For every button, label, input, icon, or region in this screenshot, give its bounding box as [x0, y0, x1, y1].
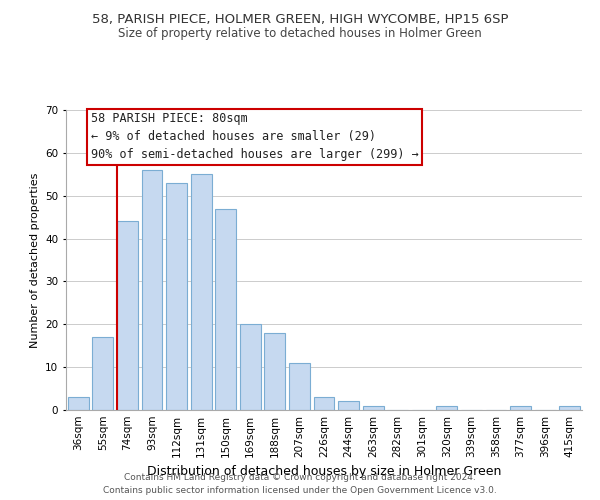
- Bar: [191, 174, 212, 410]
- Bar: [215, 208, 236, 410]
- Y-axis label: Number of detached properties: Number of detached properties: [29, 172, 40, 348]
- Text: Size of property relative to detached houses in Holmer Green: Size of property relative to detached ho…: [118, 28, 482, 40]
- Text: 58, PARISH PIECE, HOLMER GREEN, HIGH WYCOMBE, HP15 6SP: 58, PARISH PIECE, HOLMER GREEN, HIGH WYC…: [92, 12, 508, 26]
- Text: Contains public sector information licensed under the Open Government Licence v3: Contains public sector information licen…: [103, 486, 497, 495]
- Bar: [166, 183, 187, 410]
- Bar: [289, 363, 310, 410]
- Bar: [314, 397, 334, 410]
- Text: 58 PARISH PIECE: 80sqm
← 9% of detached houses are smaller (29)
90% of semi-deta: 58 PARISH PIECE: 80sqm ← 9% of detached …: [91, 112, 418, 161]
- Bar: [338, 402, 359, 410]
- Bar: [362, 406, 383, 410]
- Bar: [68, 397, 89, 410]
- Bar: [240, 324, 261, 410]
- Bar: [142, 170, 163, 410]
- Bar: [117, 222, 138, 410]
- Bar: [92, 337, 113, 410]
- Bar: [559, 406, 580, 410]
- Bar: [265, 333, 286, 410]
- X-axis label: Distribution of detached houses by size in Holmer Green: Distribution of detached houses by size …: [147, 466, 501, 478]
- Bar: [436, 406, 457, 410]
- Bar: [510, 406, 531, 410]
- Text: Contains HM Land Registry data © Crown copyright and database right 2024.: Contains HM Land Registry data © Crown c…: [124, 474, 476, 482]
